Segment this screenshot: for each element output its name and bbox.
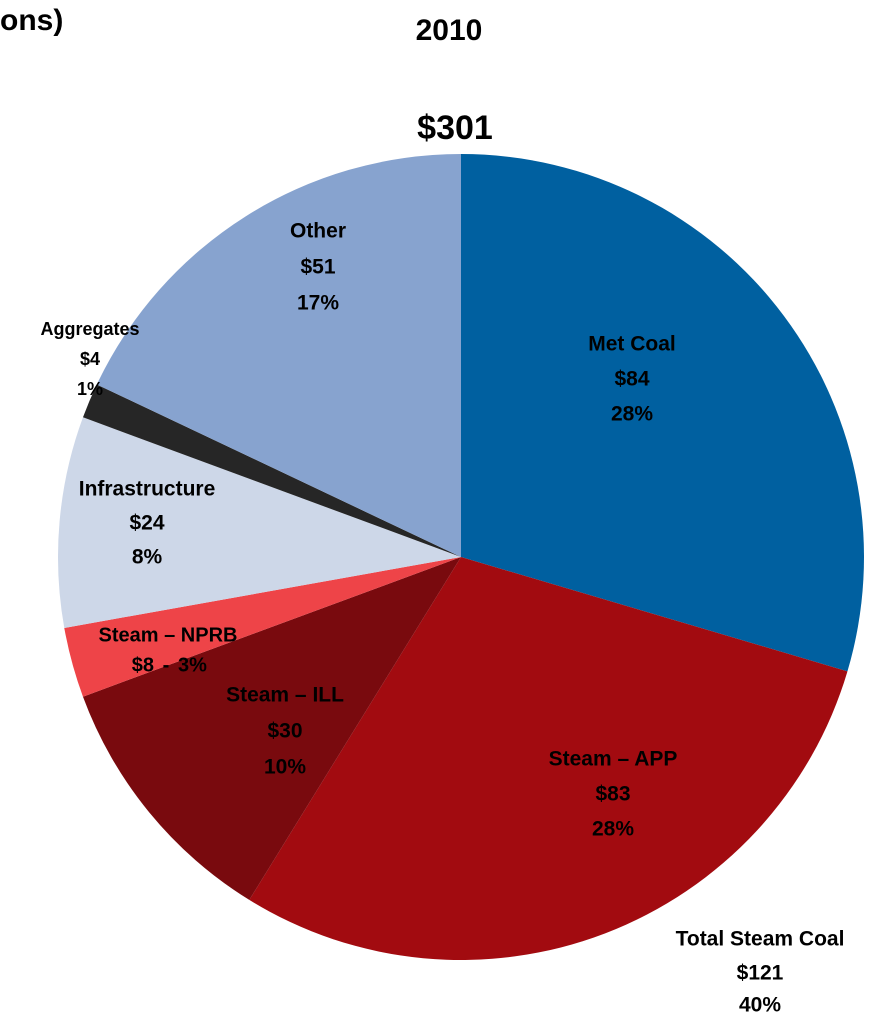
total-label: $301 xyxy=(417,109,493,147)
slice-label: Steam – APP xyxy=(549,748,678,771)
value-label: $8 xyxy=(132,654,154,676)
percent-label: 28% xyxy=(592,818,634,841)
value-label: $30 xyxy=(267,720,302,743)
percent-label: 3% xyxy=(178,654,207,676)
slice xyxy=(64,557,461,697)
slice-label: Steam – NPRB xyxy=(99,624,238,646)
percent-label: 1% xyxy=(77,379,103,399)
value-label: $4 xyxy=(80,349,100,369)
slices xyxy=(58,153,864,961)
slice xyxy=(82,384,462,557)
percent-label: 28% xyxy=(611,403,653,426)
annotation-value: $121 xyxy=(737,962,784,985)
slice xyxy=(249,557,848,961)
percent-label: 8% xyxy=(132,546,163,569)
annotation-percent: 40% xyxy=(739,994,781,1017)
separator: - xyxy=(163,654,170,676)
value-label: $51 xyxy=(300,256,335,279)
slice-label: Infrastructure xyxy=(79,478,216,501)
value-label: $24 xyxy=(129,512,164,535)
slice xyxy=(96,153,462,557)
chart-title: 2010 xyxy=(416,14,483,47)
slice-label: Other xyxy=(290,220,346,243)
slice-label: Met Coal xyxy=(588,333,676,356)
percent-label: 10% xyxy=(264,756,306,779)
slice xyxy=(58,417,461,628)
slice-label: Steam – ILL xyxy=(226,684,344,707)
slice xyxy=(461,154,864,672)
value-label: $84 xyxy=(614,368,649,391)
labels: Met Coal $84 28% Steam – APP $83 28% Steam – I… xyxy=(40,220,677,841)
heading: ons) xyxy=(0,4,63,37)
slice xyxy=(82,557,462,900)
annotation-label: Total Steam Coal xyxy=(676,928,845,951)
slice-label: Aggregates xyxy=(40,319,139,339)
percent-label: 17% xyxy=(297,292,339,315)
value-label: $83 xyxy=(595,783,630,806)
